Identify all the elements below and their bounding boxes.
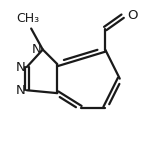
Text: N: N: [32, 43, 42, 56]
Text: N: N: [16, 84, 26, 97]
Text: O: O: [128, 9, 138, 22]
Text: N: N: [16, 60, 26, 74]
Text: CH₃: CH₃: [17, 12, 40, 25]
